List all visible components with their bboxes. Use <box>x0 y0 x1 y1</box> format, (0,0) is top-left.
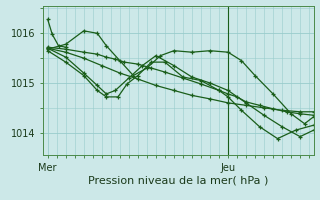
X-axis label: Pression niveau de la mer( hPa ): Pression niveau de la mer( hPa ) <box>88 175 268 185</box>
